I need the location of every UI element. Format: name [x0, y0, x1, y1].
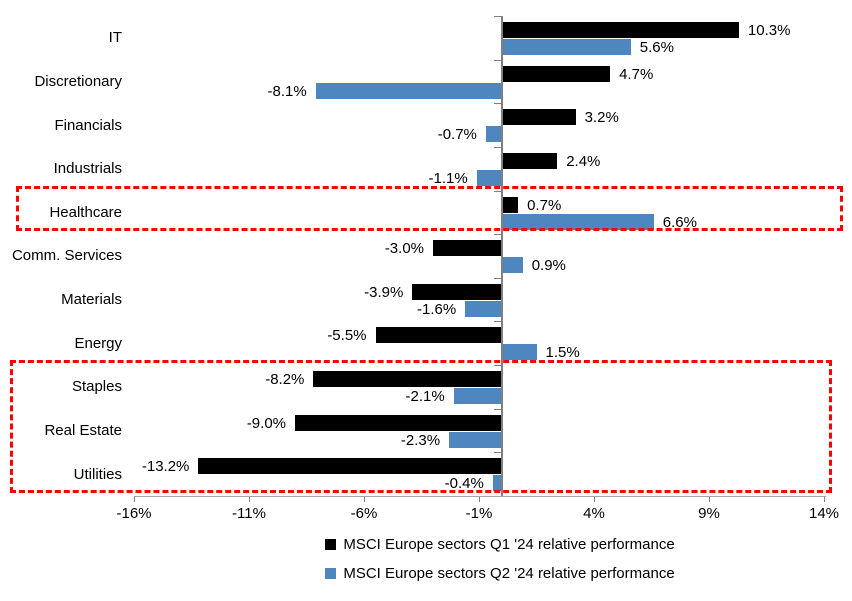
- legend-label-q2: MSCI Europe sectors Q2 '24 relative perf…: [343, 565, 675, 582]
- value-label-q2-materials: -1.6%: [417, 300, 457, 318]
- bar-q2-comm-services: [502, 257, 523, 274]
- category-label-healthcare: Healthcare: [49, 203, 122, 221]
- value-label-q2-industrials: -1.1%: [428, 169, 468, 187]
- category-label-real-estate: Real Estate: [44, 422, 122, 440]
- category-label-comm-services: Comm. Services: [11, 247, 122, 265]
- bar-q2-real-estate: [449, 431, 502, 448]
- category-label-it: IT: [108, 29, 122, 47]
- bar-q2-discretionary: [315, 82, 502, 99]
- bar-q2-materials: [465, 300, 502, 317]
- value-label-q1-it: 10.3%: [747, 22, 791, 39]
- value-label-q1-discretionary: 4.7%: [619, 65, 654, 83]
- x-tick-label-6: -6%: [350, 505, 378, 522]
- category-label-staples: Staples: [71, 378, 122, 396]
- bar-q1-healthcare: [502, 196, 519, 213]
- highlight-box-staples-realestate-utilities: [10, 360, 832, 493]
- y-axis-tick: [494, 146, 501, 148]
- bar-q1-materials: [412, 283, 502, 300]
- x-tick-label-1: -1%: [465, 505, 493, 522]
- bar-q2-healthcare: [502, 213, 654, 230]
- legend-label-q1: MSCI Europe sectors Q1 '24 relative perf…: [343, 536, 675, 553]
- y-axis-tick: [494, 16, 501, 17]
- x-axis-tick: [134, 496, 135, 502]
- legend-item-q2: MSCI Europe sectors Q2 '24 relative perf…: [325, 565, 675, 582]
- bar-q1-discretionary: [502, 65, 611, 82]
- x-axis-tick: [709, 496, 710, 502]
- x-tick-label-9: 9%: [698, 505, 720, 522]
- y-axis-tick: [494, 452, 501, 454]
- bar-q1-financials: [502, 109, 576, 126]
- value-label-q1-comm-services: -3.0%: [384, 240, 424, 258]
- value-label-q2-utilities: -0.4%: [444, 475, 484, 493]
- y-axis-tick: [494, 321, 501, 323]
- bar-q2-utilities: [492, 475, 502, 492]
- category-label-materials: Materials: [61, 291, 122, 309]
- y-axis-tick: [494, 234, 501, 236]
- x-axis-tick: [249, 496, 250, 502]
- bar-q1-comm-services: [433, 240, 502, 257]
- bar-q2-industrials: [476, 169, 502, 186]
- bar-q1-staples: [313, 371, 502, 388]
- y-axis-tick: [494, 408, 501, 410]
- bar-q2-financials: [485, 126, 502, 143]
- value-label-q2-discretionary: -8.1%: [267, 82, 307, 100]
- x-tick-label-4: 4%: [583, 505, 605, 522]
- x-tick-label-16: -16%: [116, 505, 152, 522]
- bar-q1-real-estate: [295, 414, 502, 431]
- value-label-q2-real-estate: -2.3%: [400, 431, 441, 449]
- value-label-q1-industrials: 2.4%: [566, 152, 601, 170]
- y-axis-tick: [494, 365, 501, 367]
- legend-swatch-q2-icon: [325, 568, 337, 579]
- x-axis-tick: [824, 496, 825, 502]
- bar-q1-energy: [375, 327, 502, 344]
- legend: MSCI Europe sectors Q1 '24 relative perf…: [0, 536, 852, 582]
- bar-q2-energy: [502, 344, 537, 361]
- value-label-q2-it: 5.6%: [639, 39, 674, 56]
- bar-q1-utilities: [198, 458, 502, 475]
- value-label-q1-real-estate: -9.0%: [246, 414, 286, 432]
- value-label-q2-staples: -2.1%: [405, 388, 445, 406]
- value-label-q1-utilities: -13.2%: [141, 458, 190, 476]
- value-label-q2-energy: 1.5%: [545, 344, 580, 362]
- value-label-q2-healthcare: 6.6%: [662, 213, 697, 231]
- value-label-q1-materials: -3.9%: [364, 283, 404, 301]
- category-label-utilities: Utilities: [73, 465, 122, 483]
- legend-swatch-q1-icon: [325, 539, 337, 550]
- bar-q2-it: [502, 39, 631, 55]
- y-axis-tick: [494, 59, 501, 61]
- value-label-q1-healthcare: 0.7%: [527, 196, 562, 214]
- x-axis-tick: [594, 496, 595, 502]
- bar-q1-it: [502, 22, 739, 38]
- legend-item-q1: MSCI Europe sectors Q1 '24 relative perf…: [325, 536, 675, 553]
- x-tick-label-14: 14%: [808, 505, 840, 522]
- category-label-financials: Financials: [54, 116, 122, 134]
- value-label-q1-staples: -8.2%: [265, 371, 305, 389]
- y-axis-line: [501, 16, 503, 497]
- value-label-q1-energy: -5.5%: [327, 327, 367, 345]
- bar-q2-staples: [453, 388, 502, 405]
- category-label-discretionary: Discretionary: [34, 72, 122, 90]
- x-axis-tick: [479, 496, 480, 502]
- x-tick-label-11: -11%: [232, 505, 266, 522]
- category-label-energy: Energy: [74, 334, 122, 352]
- x-axis-line: [134, 496, 826, 497]
- bar-q1-industrials: [502, 152, 558, 169]
- y-axis-tick: [494, 277, 501, 279]
- value-label-q2-financials: -0.7%: [437, 126, 477, 144]
- value-label-q2-comm-services: 0.9%: [531, 257, 566, 275]
- x-axis-tick: [364, 496, 365, 502]
- value-label-q1-financials: 3.2%: [584, 109, 619, 127]
- highlight-box-healthcare: [16, 186, 843, 231]
- y-axis-tick: [494, 103, 501, 105]
- category-label-industrials: Industrials: [53, 160, 122, 178]
- y-axis-tick: [494, 190, 501, 192]
